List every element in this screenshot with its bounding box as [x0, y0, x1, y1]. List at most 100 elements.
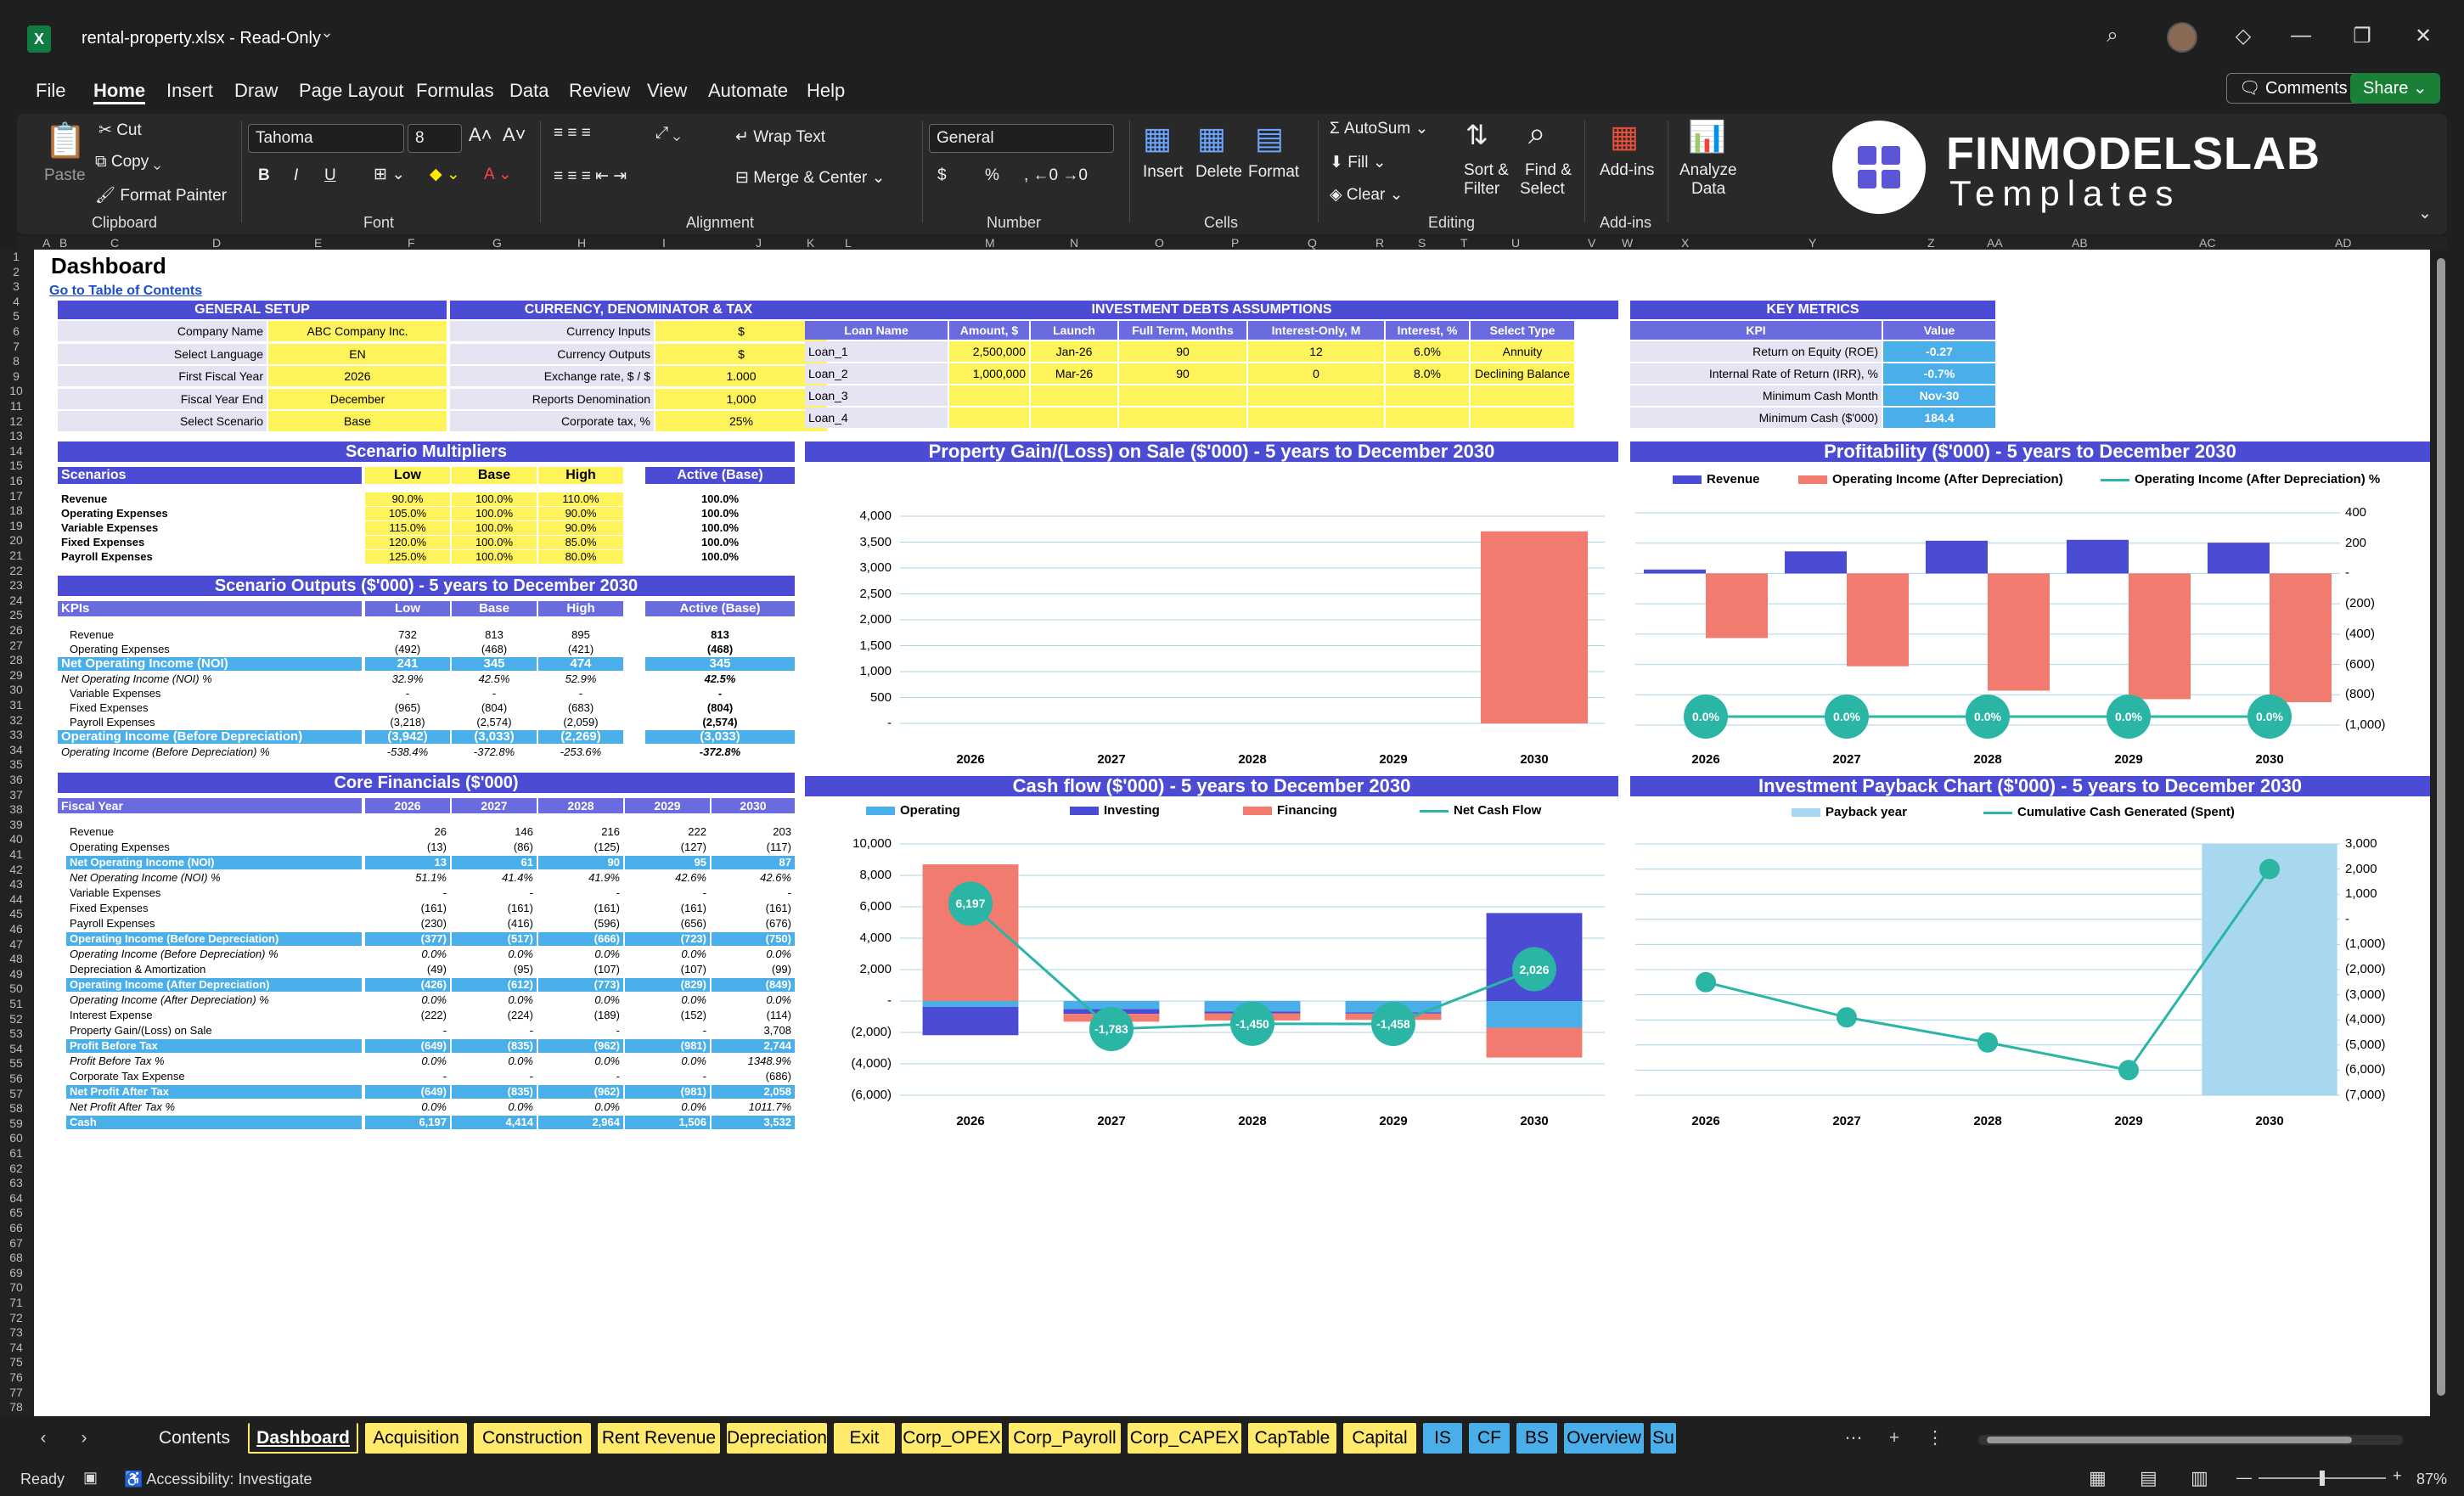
- tab-rent-revenue[interactable]: Rent Revenue: [598, 1423, 720, 1454]
- row-header[interactable]: 57: [9, 1086, 23, 1100]
- column-header[interactable]: AD: [2335, 236, 2352, 250]
- setup-value[interactable]: EN: [268, 343, 447, 364]
- debts-cell[interactable]: [949, 385, 1029, 406]
- font-name-combo[interactable]: Tahoma: [248, 124, 404, 153]
- shrink-font-icon[interactable]: A˅: [503, 124, 526, 145]
- row-header[interactable]: 36: [9, 773, 23, 786]
- multiplier-cell[interactable]: 90.0%: [538, 507, 623, 520]
- column-header[interactable]: H: [577, 236, 587, 250]
- debts-cell[interactable]: [1386, 408, 1469, 428]
- row-header[interactable]: 71: [9, 1296, 23, 1309]
- tab-next-icon[interactable]: ›: [81, 1428, 87, 1448]
- multiplier-cell[interactable]: 110.0%: [538, 492, 623, 506]
- multiplier-cell[interactable]: 80.0%: [538, 550, 623, 564]
- addins-icon[interactable]: ▦: [1610, 119, 1640, 154]
- row-header[interactable]: 67: [9, 1235, 23, 1250]
- currency-value[interactable]: $: [655, 321, 827, 341]
- debts-cell[interactable]: 90: [1119, 363, 1246, 384]
- sheet-options-icon[interactable]: ⋮: [1926, 1428, 1944, 1448]
- debts-cell[interactable]: [1031, 385, 1117, 406]
- percent-button[interactable]: %: [985, 166, 999, 184]
- debts-cell[interactable]: [1248, 385, 1384, 406]
- add-sheet-icon[interactable]: +: [1888, 1428, 1900, 1448]
- tab-capital[interactable]: Capital: [1343, 1423, 1416, 1454]
- chevron-down-icon[interactable]: ⌄: [320, 24, 334, 41]
- debts-cell[interactable]: 90: [1119, 341, 1246, 362]
- currency-value[interactable]: 25%: [655, 411, 827, 431]
- diamond-icon[interactable]: ◇: [2235, 25, 2252, 48]
- column-header[interactable]: S: [1418, 236, 1426, 250]
- row-header[interactable]: 43: [9, 877, 23, 891]
- tab-corp-payroll[interactable]: Corp_Payroll: [1009, 1423, 1121, 1454]
- debts-cell[interactable]: Jan-26: [1031, 341, 1117, 362]
- row-header[interactable]: 14: [9, 443, 23, 458]
- row-header[interactable]: 13: [9, 429, 23, 443]
- debts-cell[interactable]: [1119, 408, 1246, 428]
- sort-filter-button[interactable]: Sort &: [1464, 161, 1509, 179]
- menu-insert[interactable]: Insert: [166, 80, 214, 101]
- row-header[interactable]: 38: [9, 802, 23, 817]
- row-header[interactable]: 17: [9, 488, 23, 503]
- paste-icon[interactable]: 📋: [44, 122, 87, 160]
- autosum-button[interactable]: Σ AutoSum ⌄: [1330, 120, 1429, 138]
- cut-button[interactable]: ✂ Cut: [98, 121, 142, 140]
- clear-button[interactable]: ◈ Clear ⌄: [1330, 186, 1404, 204]
- row-header[interactable]: 33: [9, 728, 23, 742]
- row-header[interactable]: 5: [13, 309, 20, 323]
- row-header[interactable]: 75: [9, 1355, 23, 1369]
- row-header[interactable]: 40: [9, 832, 23, 846]
- column-header[interactable]: K: [807, 236, 815, 250]
- row-header[interactable]: 74: [9, 1340, 23, 1354]
- format-cells-icon[interactable]: ▤: [1255, 121, 1285, 155]
- multiplier-cell[interactable]: 115.0%: [365, 521, 450, 535]
- column-header[interactable]: J: [756, 236, 762, 250]
- column-header[interactable]: AA: [1987, 236, 2003, 250]
- fill-color-icon[interactable]: ◆ ⌄: [430, 166, 460, 183]
- row-header[interactable]: 35: [9, 757, 23, 772]
- menu-review[interactable]: Review: [569, 80, 631, 101]
- analyze-data-button[interactable]: Analyze: [1679, 161, 1737, 179]
- row-header[interactable]: 76: [9, 1370, 23, 1384]
- sort-filter-label[interactable]: Filter: [1464, 180, 1500, 198]
- setup-value[interactable]: December: [268, 388, 447, 409]
- row-header[interactable]: 45: [9, 907, 23, 921]
- bold-button[interactable]: B: [258, 166, 270, 184]
- column-header[interactable]: Y: [1809, 236, 1817, 250]
- column-header[interactable]: D: [212, 236, 222, 250]
- setup-value[interactable]: ABC Company Inc.: [268, 321, 447, 341]
- debts-cell[interactable]: 12: [1248, 341, 1384, 362]
- menu-draw[interactable]: Draw: [234, 80, 278, 101]
- row-header[interactable]: 46: [9, 922, 23, 936]
- debts-cell[interactable]: [1471, 385, 1574, 406]
- menu-formulas[interactable]: Formulas: [416, 80, 494, 101]
- row-header[interactable]: 22: [9, 563, 23, 577]
- zoom-slider-thumb[interactable]: [2320, 1471, 2325, 1486]
- sort-icon[interactable]: ⇅: [1465, 120, 1488, 150]
- row-header[interactable]: 68: [9, 1251, 23, 1265]
- menu-help[interactable]: Help: [807, 80, 846, 101]
- column-header[interactable]: Q: [1308, 236, 1317, 250]
- row-header[interactable]: 39: [9, 817, 23, 831]
- row-header[interactable]: 52: [9, 1011, 23, 1026]
- row-header[interactable]: 21: [9, 548, 23, 562]
- row-header[interactable]: 66: [9, 1221, 23, 1234]
- debts-cell[interactable]: [949, 408, 1029, 428]
- row-header[interactable]: 55: [9, 1056, 23, 1071]
- row-header[interactable]: 78: [9, 1400, 23, 1414]
- debts-cell[interactable]: 1,000,000: [949, 363, 1029, 384]
- align-left-icon[interactable]: ≡ ≡ ≡ ⇤ ⇥: [554, 167, 627, 185]
- debts-cell[interactable]: [1248, 408, 1384, 428]
- comments-button[interactable]: 🗨 Comments: [2226, 73, 2360, 104]
- tab-su[interactable]: Su: [1651, 1423, 1676, 1454]
- delete-button[interactable]: Delete: [1195, 163, 1242, 181]
- row-header[interactable]: 16: [9, 474, 23, 487]
- page-break-view-icon[interactable]: ▥: [2191, 1467, 2208, 1488]
- tab-prev-icon[interactable]: ‹: [40, 1428, 47, 1448]
- row-header[interactable]: 53: [9, 1026, 23, 1041]
- row-header[interactable]: 20: [9, 533, 23, 548]
- currency-value[interactable]: 1.000: [655, 366, 827, 386]
- analyze-data-label[interactable]: Data: [1691, 180, 1726, 198]
- column-header[interactable]: B: [59, 236, 68, 250]
- debts-cell[interactable]: 0: [1248, 363, 1384, 384]
- multiplier-cell[interactable]: 85.0%: [538, 536, 623, 549]
